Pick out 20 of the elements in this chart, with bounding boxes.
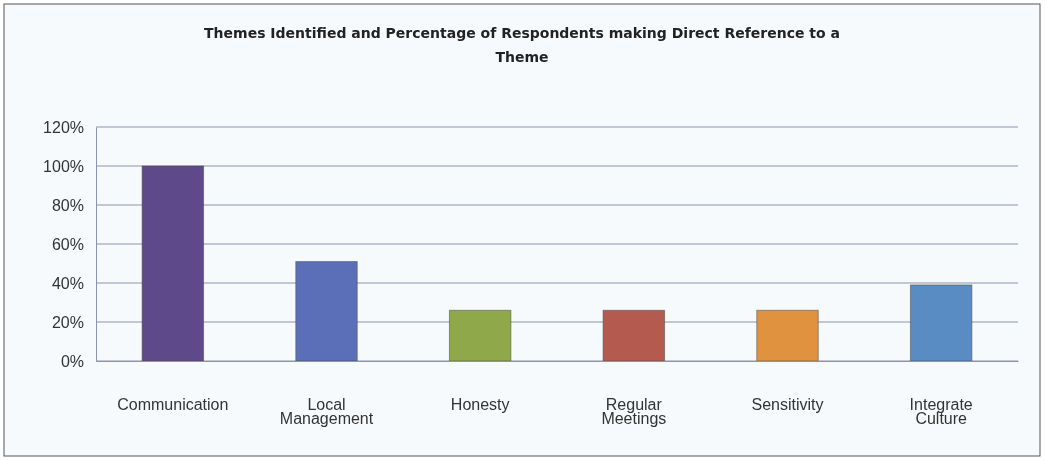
x-tick-label: Communication xyxy=(117,396,229,414)
bar xyxy=(295,261,358,362)
x-tick-label: Regular Meetings xyxy=(601,396,667,427)
x-tick-label: Local Management xyxy=(279,396,374,427)
y-tick-label: 40% xyxy=(51,274,84,292)
chart-title: Themes Identified and Percentage of Respondents making Direct Reference to a Theme xyxy=(204,25,840,65)
bar xyxy=(602,309,666,362)
bar xyxy=(909,284,973,362)
y-tick-label: 20% xyxy=(51,313,84,331)
y-tick-label: 0% xyxy=(60,352,84,370)
x-tick-label: Sensitivity xyxy=(751,396,824,414)
bar xyxy=(756,309,819,362)
x-tick-label: Honesty xyxy=(450,396,510,414)
bar xyxy=(141,165,205,362)
y-tick-label: 100% xyxy=(43,157,84,175)
bar xyxy=(448,309,512,362)
y-tick-label: 120% xyxy=(43,118,84,136)
x-tick-label: Integrate Culture xyxy=(909,396,973,427)
y-tick-label: 80% xyxy=(51,196,84,214)
y-tick-label: 60% xyxy=(51,235,84,253)
